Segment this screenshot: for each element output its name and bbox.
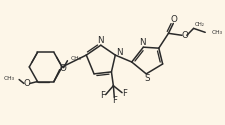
Text: N: N [98, 36, 104, 45]
Text: CH₃: CH₃ [212, 30, 223, 35]
Text: O: O [23, 79, 30, 88]
Text: CH₂: CH₂ [195, 22, 205, 27]
Text: F: F [123, 89, 127, 98]
Text: O: O [59, 64, 66, 73]
Text: CH₃: CH₃ [70, 56, 81, 61]
Text: F: F [112, 96, 117, 105]
Text: CH₃: CH₃ [3, 76, 14, 81]
Text: O: O [181, 31, 188, 40]
Text: S: S [144, 74, 150, 83]
Text: N: N [116, 48, 122, 57]
Text: F: F [100, 91, 105, 100]
Text: O: O [171, 15, 178, 24]
Text: N: N [139, 38, 146, 47]
